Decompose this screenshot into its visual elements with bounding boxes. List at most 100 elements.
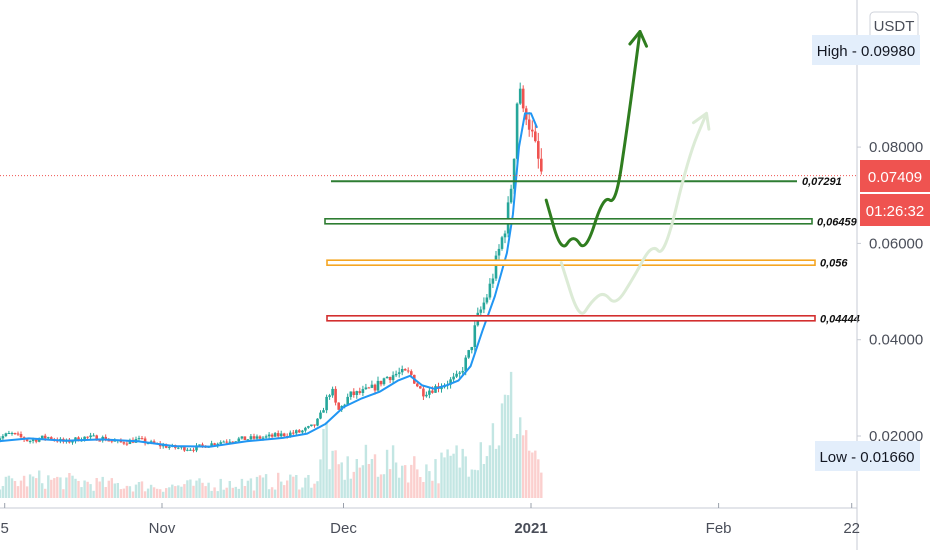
candlesticks — [0, 82, 543, 453]
candle-body — [397, 372, 401, 374]
volume-bar — [277, 472, 280, 498]
support-level-4[interactable]: 0,04444 — [326, 313, 860, 325]
support-level-2[interactable]: 0,06459 — [324, 216, 858, 228]
candle-body — [521, 88, 525, 109]
volume-bar — [434, 459, 437, 498]
high-label-tag: High - 0.09980 — [812, 35, 920, 65]
main-scenario-arrow[interactable] — [544, 30, 648, 248]
candle — [458, 371, 461, 378]
candle — [452, 372, 455, 383]
x-tick-label: Dec — [330, 520, 357, 537]
candle-body — [388, 377, 392, 381]
candle — [195, 443, 198, 453]
volume-bar — [470, 469, 473, 498]
volume-bar — [522, 435, 525, 498]
volume-bar — [25, 486, 29, 498]
plot-area[interactable] — [0, 82, 857, 498]
support-level-1[interactable]: 0,07291 — [331, 176, 842, 188]
candle-body — [470, 347, 474, 351]
candle — [222, 440, 225, 443]
candle-body — [195, 445, 198, 451]
volume-bar — [458, 467, 461, 498]
currency-label: USDT — [874, 18, 915, 35]
candle — [10, 431, 14, 436]
volume-bar — [340, 462, 343, 498]
candle — [16, 431, 20, 436]
volume-bar — [252, 490, 256, 498]
volume-bar — [228, 481, 231, 498]
volume-bar — [485, 456, 489, 498]
candle-body — [509, 188, 513, 203]
candle-body — [316, 418, 319, 426]
level-line[interactable] — [326, 259, 816, 267]
countdown-text: 01:26:32 — [866, 203, 924, 220]
volume-bar — [168, 487, 171, 498]
candle — [497, 244, 501, 261]
candle-body — [289, 432, 292, 437]
volume-bar — [440, 452, 443, 498]
volume-bar — [38, 470, 41, 498]
volume-bar — [246, 480, 250, 498]
volume-bar — [74, 478, 77, 498]
volume-bar — [455, 445, 458, 498]
support-level-3[interactable]: 0,056 — [326, 258, 848, 270]
x-tick-label: 2021 — [514, 520, 547, 537]
volume-bar — [410, 464, 413, 498]
arrow-head — [628, 30, 648, 48]
candle-body — [358, 391, 362, 393]
volume-bar — [531, 452, 534, 498]
level-line[interactable] — [324, 218, 813, 225]
candle — [388, 376, 392, 384]
candle-body — [379, 380, 383, 385]
main-scenario-path[interactable] — [544, 30, 642, 248]
candle — [364, 383, 368, 390]
volume-bar — [500, 403, 504, 498]
candle — [391, 371, 395, 384]
candle-body — [461, 371, 464, 373]
candle-body — [270, 434, 274, 437]
alternative-scenario-path[interactable] — [559, 111, 708, 315]
candle — [13, 432, 17, 435]
candle-body — [98, 440, 101, 442]
candle-body — [86, 436, 89, 438]
candle-body — [237, 438, 241, 442]
alternative-scenario-arrow[interactable] — [559, 111, 711, 315]
volume-bar — [119, 489, 123, 498]
candle-body — [143, 438, 147, 444]
volume-bar — [376, 476, 380, 498]
candle-body — [352, 391, 356, 395]
volume-bar — [391, 445, 395, 498]
volume-bar — [162, 491, 165, 498]
candle-body — [0, 438, 2, 440]
candle — [276, 430, 280, 439]
volume-bar — [137, 482, 141, 498]
volume-bar — [464, 456, 467, 498]
candle-body — [210, 443, 213, 447]
candle — [428, 386, 431, 399]
volume-bar — [428, 471, 431, 498]
candle — [355, 390, 359, 399]
candle-body — [231, 441, 235, 443]
volume-bar — [286, 480, 289, 498]
candle-body — [334, 388, 337, 403]
candle-body — [310, 424, 313, 427]
volume-bar — [225, 487, 228, 498]
candle-body — [361, 389, 365, 393]
x-tick-label: Feb — [706, 520, 732, 537]
candle — [298, 429, 301, 433]
volume-bar — [31, 476, 35, 498]
candle-body — [515, 103, 519, 159]
candle-body — [31, 439, 35, 441]
volume-bar — [373, 454, 377, 498]
volume-bar — [89, 484, 92, 498]
candle-body — [213, 443, 216, 446]
volume-bar — [270, 487, 274, 498]
candle — [316, 418, 319, 427]
candle — [0, 436, 2, 443]
volume-bar — [370, 459, 374, 498]
level-line[interactable] — [326, 314, 816, 322]
candle — [515, 102, 519, 168]
candle — [192, 447, 195, 453]
x-tick-label: 22 — [843, 520, 860, 537]
